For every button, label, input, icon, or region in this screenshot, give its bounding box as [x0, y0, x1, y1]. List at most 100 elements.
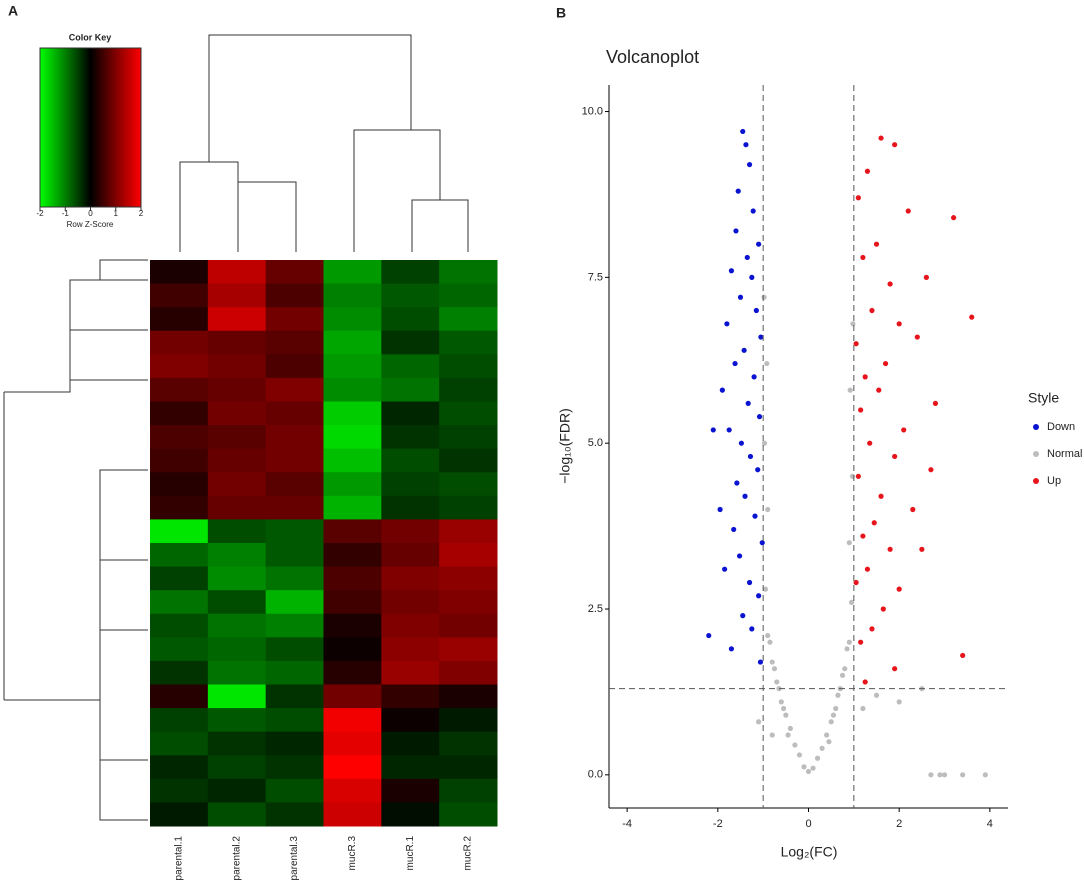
heat-cell — [381, 354, 440, 379]
heat-cell — [265, 377, 324, 402]
point — [706, 632, 712, 639]
heat-cell — [323, 660, 382, 685]
point — [960, 772, 966, 778]
point — [758, 334, 764, 340]
heat-cell — [150, 495, 209, 520]
heat-cell — [323, 613, 382, 638]
heat-cell — [265, 731, 324, 756]
key-title: Color Key — [69, 32, 112, 42]
y-tick-label: 7.5 — [588, 271, 603, 283]
heat-cell — [439, 377, 498, 402]
heat-cell — [439, 613, 498, 638]
point — [848, 599, 855, 605]
heat-cell — [150, 660, 209, 685]
heat-cell — [150, 590, 209, 615]
column-label: parental.2 — [231, 836, 242, 881]
y-tick-label: 5.0 — [588, 437, 603, 449]
point — [741, 347, 747, 353]
heat-cell — [439, 283, 498, 308]
heat-cell — [265, 543, 324, 568]
point — [767, 639, 773, 645]
heat-cell — [265, 613, 324, 638]
heat-cell — [265, 307, 324, 332]
heat-cell — [381, 755, 440, 780]
point — [724, 321, 730, 327]
point — [728, 646, 735, 652]
heat-cell — [265, 283, 324, 308]
heat-cell — [323, 755, 382, 780]
point — [717, 506, 723, 513]
heat-cell — [265, 708, 324, 733]
column-label: mucR.3 — [347, 836, 358, 871]
heat-cell — [265, 637, 324, 662]
key-tick-label: -2 — [36, 209, 44, 218]
point — [710, 427, 716, 433]
heat-cell — [207, 613, 267, 638]
point — [855, 195, 861, 201]
heat-cell — [265, 425, 324, 450]
heat-cell — [381, 425, 440, 450]
heat-cell — [207, 802, 267, 827]
point — [805, 768, 812, 775]
heat-cell — [323, 802, 382, 827]
heat-cell — [439, 731, 498, 756]
point — [880, 606, 886, 612]
heat-cell — [323, 377, 382, 402]
point — [950, 215, 957, 221]
point — [878, 135, 884, 141]
x-axis-label: Log₂(FC) — [781, 844, 838, 860]
heat-cell — [381, 590, 440, 615]
point — [892, 142, 898, 148]
heat-cell — [381, 401, 440, 426]
point — [842, 666, 848, 672]
heat-cell — [207, 425, 267, 450]
point — [746, 161, 753, 168]
point — [828, 719, 834, 725]
row-dendrogram — [3, 259, 148, 821]
panel-label: B — [556, 5, 566, 21]
x-tick-label: -2 — [713, 818, 723, 830]
y-tick-label: 10.0 — [582, 105, 603, 117]
point — [792, 742, 798, 748]
point — [738, 440, 744, 446]
point — [892, 453, 898, 460]
heat-cell — [207, 731, 267, 756]
point — [778, 699, 784, 705]
x-tick-label: -4 — [622, 818, 632, 830]
point — [835, 692, 841, 698]
heat-cell — [439, 307, 498, 332]
y-tick-label: 0.0 — [588, 769, 603, 781]
point — [747, 453, 754, 460]
column-label: mucR.2 — [463, 836, 474, 871]
point — [833, 705, 839, 712]
y-axis-label: −log₁₀(FDR) — [557, 408, 573, 484]
key-tick-label: 0 — [88, 209, 93, 218]
heat-cell — [323, 495, 382, 520]
x-tick-label: 2 — [896, 818, 902, 830]
point — [746, 579, 753, 586]
x-tick-label: 0 — [805, 818, 811, 830]
point — [771, 666, 778, 672]
point — [919, 546, 925, 552]
heat-cell — [150, 519, 209, 544]
point — [810, 765, 816, 771]
heat-cell — [381, 283, 440, 308]
heat-cell — [207, 283, 267, 308]
point — [750, 208, 756, 214]
heat-cell — [381, 778, 440, 803]
point — [887, 546, 893, 552]
column-label: parental.1 — [174, 836, 185, 881]
point — [762, 586, 769, 592]
point — [928, 772, 934, 778]
heat-cell — [150, 755, 209, 780]
heat-cell — [381, 472, 440, 497]
point — [941, 772, 948, 778]
point — [719, 387, 725, 393]
point — [801, 764, 807, 770]
point — [796, 752, 803, 758]
point — [749, 626, 755, 632]
heat-cell — [323, 448, 382, 473]
column-dendrogram — [179, 34, 469, 252]
point — [896, 586, 902, 592]
heat-cell — [265, 660, 324, 685]
